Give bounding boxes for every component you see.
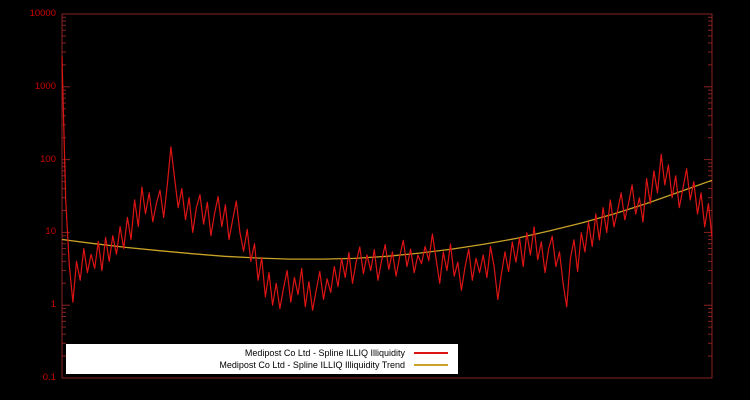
y-axis-tick-label: 1: [50, 299, 56, 311]
legend-label-illiq: Medipost Co Ltd - Spline ILLIQ Illiquidi…: [244, 348, 405, 358]
y-axis-tick-label: 100: [40, 153, 56, 165]
chart-legend: Medipost Co Ltd - Spline ILLIQ Illiquidi…: [66, 344, 458, 374]
legend-row-illiq: Medipost Co Ltd - Spline ILLIQ Illiquidi…: [66, 348, 458, 358]
y-axis-tick-label: 10000: [29, 8, 56, 19]
legend-label-trend: Medipost Co Ltd - Spline ILLIQ Illiquidi…: [219, 360, 405, 370]
y-axis-tick-label: 0.1: [42, 372, 56, 383]
y-axis-tick-label: 1000: [34, 80, 56, 92]
legend-line-swatch-trend: [414, 364, 448, 366]
y-axis-tick-label: 10: [45, 226, 56, 238]
legend-row-trend: Medipost Co Ltd - Spline ILLIQ Illiquidi…: [66, 360, 458, 370]
legend-line-swatch-illiq: [414, 352, 448, 354]
